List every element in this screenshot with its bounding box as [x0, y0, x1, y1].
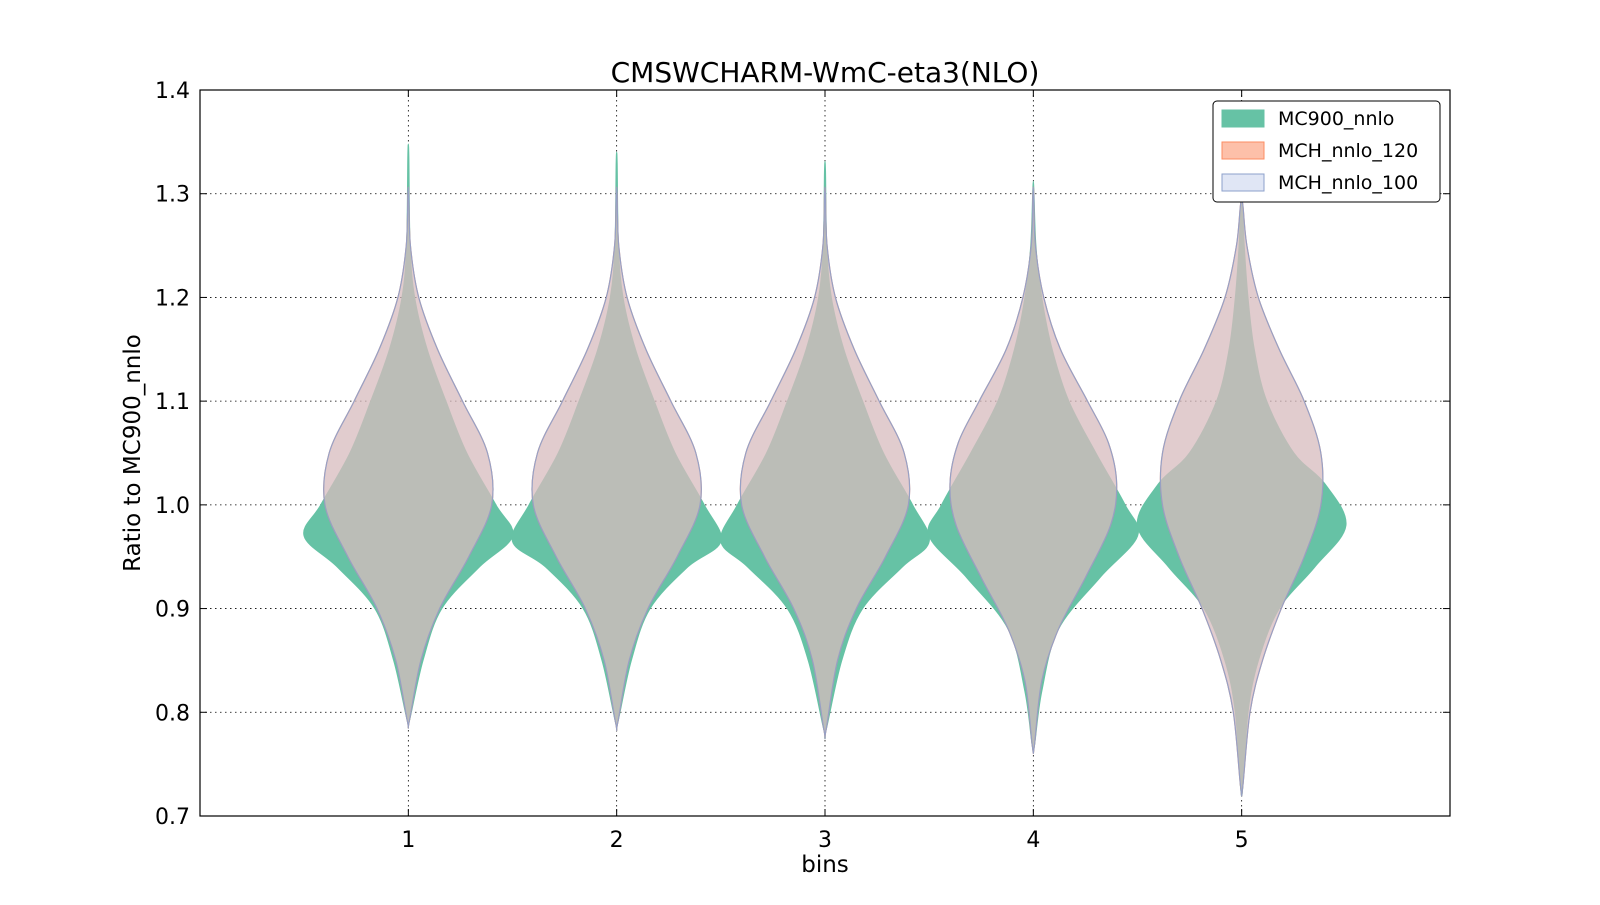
x-tick-label: 1: [401, 828, 415, 853]
violin-mch-nnlo-100-bin-1: [323, 186, 494, 729]
y-tick-label: 1.4: [155, 79, 190, 104]
legend-label-mch-nnlo-120: MCH_nnlo_120: [1278, 140, 1418, 162]
y-axis-label: Ratio to MC900_nnlo: [120, 334, 146, 572]
y-tick-label: 1.3: [155, 183, 190, 208]
legend-label-mc900-nnlo: MC900_nnlo: [1278, 108, 1394, 130]
y-tick-label: 0.8: [155, 701, 190, 726]
legend-swatch-mch-nnlo-120: [1221, 141, 1265, 160]
x-axis-label: bins: [801, 852, 849, 878]
legend-frame: [1212, 100, 1441, 203]
y-tick-label: 1.2: [155, 286, 190, 311]
y-tick-label: 0.9: [155, 598, 190, 623]
y-tick-label: 0.7: [155, 805, 190, 830]
violin-mch-nnlo-100-bin-3: [739, 186, 911, 740]
violin-mch-nnlo-100-bin-5: [1159, 198, 1324, 797]
violin-mch-nnlo-100-bin-2: [531, 186, 702, 732]
y-tick-label: 1.0: [155, 494, 190, 519]
legend-swatch-mch-nnlo-100: [1221, 173, 1265, 192]
legend-label-mch-nnlo-100: MCH_nnlo_100: [1278, 172, 1418, 194]
x-tick-label: 2: [610, 828, 624, 853]
x-tick-label: 3: [818, 828, 832, 853]
legend: MC900_nnlo MCH_nnlo_120 MCH_nnlo_100: [1212, 100, 1441, 203]
violin-mch-nnlo-100-bin-4: [949, 186, 1118, 755]
chart-title: CMSWCHARM-WmC-eta3(NLO): [611, 56, 1040, 89]
x-tick-label: 5: [1235, 828, 1249, 853]
axis-ticks: 0.7 0.8 0.9 1.0 1.1 1.2 1.3 1.4 1 2 3 4 5: [155, 79, 1450, 853]
violins: [303, 143, 1347, 797]
x-tick-label: 4: [1026, 828, 1040, 853]
y-tick-label: 1.1: [155, 390, 190, 415]
legend-swatch-mc900-nnlo: [1221, 109, 1265, 128]
